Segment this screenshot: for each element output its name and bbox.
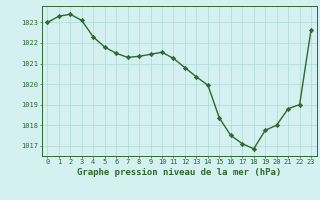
X-axis label: Graphe pression niveau de la mer (hPa): Graphe pression niveau de la mer (hPa) xyxy=(77,168,281,177)
